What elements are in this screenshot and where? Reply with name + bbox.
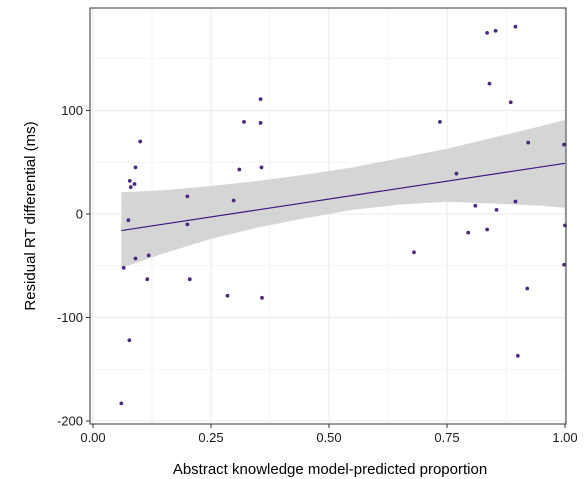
y-tick-label: -100: [57, 310, 83, 325]
data-point: [454, 171, 459, 176]
data-point: [119, 401, 124, 406]
data-point: [128, 185, 133, 189]
data-point: [466, 230, 471, 235]
data-point: [258, 121, 263, 125]
data-point: [133, 256, 138, 261]
data-point: [258, 97, 263, 102]
y-tick-label: 0: [76, 207, 83, 222]
x-tick-label: 1.00: [552, 430, 577, 445]
x-axis-title: Abstract knowledge model-predicted propo…: [173, 461, 487, 478]
data-point: [121, 265, 126, 270]
data-point: [242, 119, 246, 124]
data-point: [526, 140, 531, 145]
x-tick-label: 0.25: [198, 430, 223, 445]
data-point: [127, 338, 132, 343]
confidence-band: [121, 119, 565, 268]
data-point: [187, 277, 192, 282]
y-axis-title: Residual RT differential (ms): [22, 121, 39, 310]
data-point: [185, 222, 190, 227]
grid-lines: [90, 8, 566, 424]
data-point: [485, 227, 490, 232]
data-point: [185, 194, 190, 199]
data-point: [487, 81, 492, 86]
y-tick-label: -200: [57, 414, 83, 429]
data-point: [132, 182, 137, 186]
data-point: [146, 253, 151, 258]
data-point: [412, 250, 416, 255]
x-axis-ticks: 0.00 0.25 0.50 0.75 1.00: [80, 424, 578, 445]
data-point: [133, 165, 138, 170]
data-point: [513, 24, 518, 29]
data-point: [438, 119, 442, 124]
data-point: [138, 139, 143, 144]
data-point: [145, 277, 150, 282]
x-tick-label: 0.75: [434, 430, 459, 445]
data-point: [260, 295, 264, 300]
x-tick-label: 0.50: [316, 430, 341, 445]
data-point: [237, 167, 242, 172]
data-point: [494, 207, 499, 212]
x-tick-label: 0.00: [80, 430, 105, 445]
data-point: [525, 286, 530, 291]
trend-line-group: [121, 162, 566, 232]
data-point: [126, 218, 131, 223]
data-points: [119, 24, 567, 406]
data-point: [259, 165, 264, 170]
data-point: [473, 203, 478, 208]
confidence-band-area: [121, 119, 565, 268]
data-point: [515, 353, 520, 358]
data-point: [231, 198, 236, 203]
data-point: [493, 28, 498, 33]
data-point: [562, 142, 566, 147]
y-tick-label: 100: [61, 103, 83, 118]
trend-line: [121, 162, 566, 232]
data-point: [508, 100, 513, 105]
panel-border: [89, 7, 567, 425]
data-point: [485, 30, 490, 35]
data-point: [513, 199, 518, 204]
y-axis-ticks: -200 -100 0 100: [57, 103, 90, 429]
data-point: [225, 293, 230, 298]
data-point: [562, 262, 566, 267]
data-point: [127, 178, 132, 183]
